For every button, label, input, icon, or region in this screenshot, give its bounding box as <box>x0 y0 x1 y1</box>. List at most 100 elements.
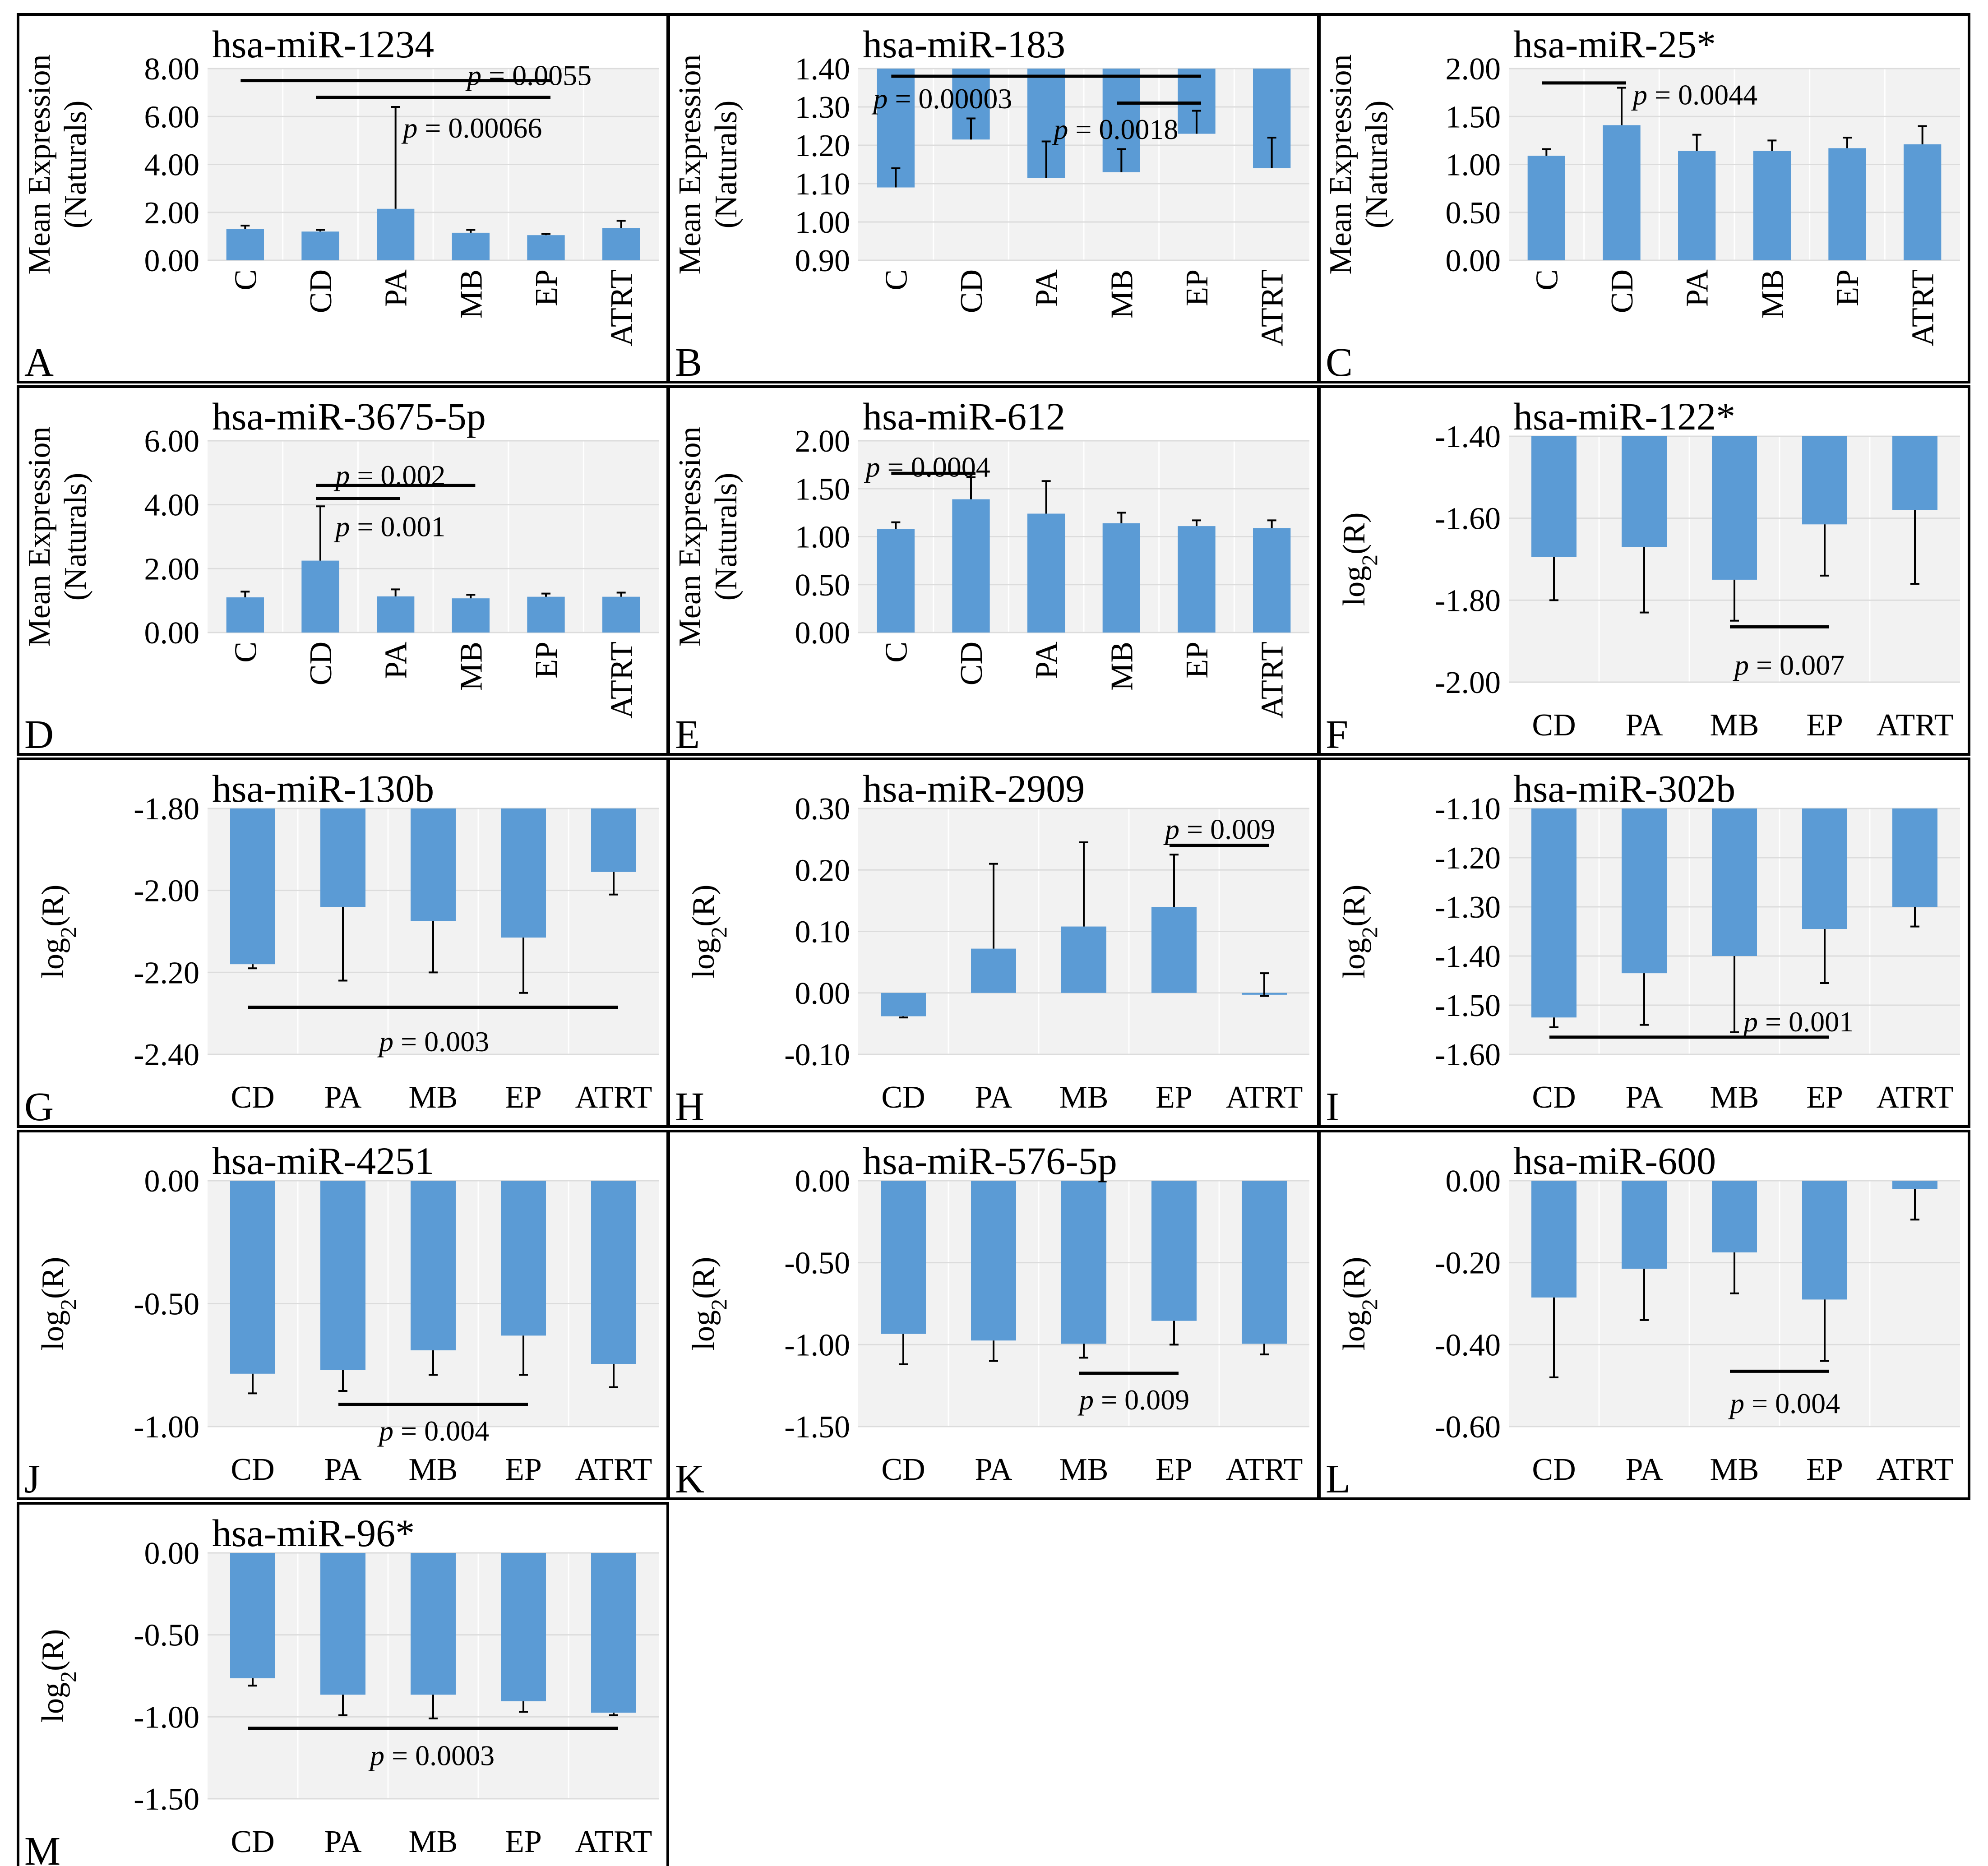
bar-MB <box>411 808 456 921</box>
y-tick-label: -1.60 <box>1435 1038 1501 1072</box>
y-axis-label: Mean Expression <box>22 427 57 647</box>
p-value-label: p = 0.009 <box>1077 1384 1189 1416</box>
x-tick-label: ATRT <box>575 1080 652 1115</box>
chart-title: hsa-miR-96* <box>212 1511 415 1555</box>
y-tick-label: -1.50 <box>134 1782 199 1817</box>
y-tick-label: 6.00 <box>144 100 200 134</box>
bar-C <box>1527 156 1565 260</box>
y-tick-label: 8.00 <box>144 52 200 87</box>
x-tick-label: ATRT <box>1877 1452 1954 1487</box>
chart-title: hsa-miR-25* <box>1513 23 1716 66</box>
bar-CD <box>301 231 339 260</box>
x-tick-label: CD <box>1532 1080 1576 1115</box>
chart-title: hsa-miR-122* <box>1513 395 1735 438</box>
y-tick-label: -0.50 <box>134 1287 199 1322</box>
bar-CD <box>1531 436 1577 557</box>
x-tick-label: EP <box>1806 1452 1843 1487</box>
x-tick-label: PA <box>1030 642 1064 679</box>
x-tick-label: MB <box>409 1080 458 1115</box>
y-tick-label: -0.20 <box>1435 1246 1501 1281</box>
x-tick-label: EP <box>529 269 564 306</box>
x-tick-label: MB <box>1059 1080 1109 1115</box>
chart-title: hsa-miR-3675-5p <box>212 395 486 438</box>
x-tick-label: PA <box>379 269 414 307</box>
bar-ATRT <box>591 1181 636 1364</box>
x-tick-label: C <box>879 642 914 663</box>
panel-A: 0.00 2.00 4.00 6.00 8.00 C CD PA MB EP ATRT hsa-miR… <box>17 13 669 385</box>
y-axis-label: log2(R) <box>686 885 731 979</box>
x-tick-label: MB <box>454 269 489 319</box>
x-tick-label: CD <box>881 1080 925 1115</box>
x-tick-label: CD <box>881 1452 925 1487</box>
bar-ATRT <box>591 1553 636 1713</box>
y-axis-label: log2(R) <box>36 1629 81 1723</box>
x-tick-label: CD <box>231 1080 274 1115</box>
bar-EP <box>1828 148 1866 260</box>
p-value-label: p = 0.001 <box>1742 1006 1854 1038</box>
x-tick-label: ATRT <box>1877 708 1954 743</box>
y-tick-label: 0.00 <box>795 616 851 651</box>
x-tick-label: MB <box>1105 642 1139 691</box>
panel-letter: J <box>24 1457 40 1501</box>
y-tick-label: 1.30 <box>795 90 851 125</box>
bar-ATRT <box>602 596 640 633</box>
y-tick-label: 0.00 <box>1446 244 1501 278</box>
y-tick-label: 0.20 <box>795 853 851 888</box>
panel-letter: M <box>24 1829 60 1866</box>
bar-EP <box>527 596 565 633</box>
panel-letter: C <box>1326 340 1353 385</box>
y-axis-label: log2(R) <box>1337 1257 1382 1351</box>
y-axis-label: Mean Expression <box>1323 55 1358 275</box>
y-axis-label: (Naturals) <box>58 473 93 601</box>
y-tick-label: 1.50 <box>1446 100 1501 134</box>
y-tick-label: -1.20 <box>1435 841 1501 876</box>
y-tick-label: 0.30 <box>795 792 851 827</box>
x-tick-label: MB <box>1755 269 1790 319</box>
y-axis-label: (Naturals) <box>709 101 744 229</box>
bar-ATRT <box>1253 528 1291 633</box>
bar-ATRT <box>1892 1181 1937 1189</box>
panel-letter: I <box>1326 1085 1339 1129</box>
y-tick-label: -1.00 <box>784 1328 850 1363</box>
x-tick-label: EP <box>1156 1452 1193 1487</box>
y-tick-label: 6.00 <box>144 424 200 459</box>
chart-title: hsa-miR-576-5p <box>863 1139 1117 1182</box>
y-tick-label: -0.60 <box>1435 1410 1501 1445</box>
y-tick-label: -1.50 <box>784 1410 850 1445</box>
x-tick-label: PA <box>1680 269 1715 307</box>
y-tick-label: -0.50 <box>784 1246 850 1281</box>
x-tick-label: CD <box>954 642 989 685</box>
x-tick-label: ATRT <box>1906 269 1941 346</box>
x-tick-label: CD <box>231 1824 274 1859</box>
x-tick-label: CD <box>304 269 338 313</box>
x-tick-label: C <box>228 642 263 663</box>
y-tick-label: -1.00 <box>134 1700 199 1735</box>
y-axis-label: (Naturals) <box>58 101 93 229</box>
bar-ATRT <box>602 228 640 260</box>
bar-PA <box>320 808 365 907</box>
panel-letter: A <box>24 340 54 385</box>
y-tick-label: -1.00 <box>134 1410 199 1445</box>
x-tick-label: EP <box>1180 269 1215 306</box>
chart-title: hsa-miR-600 <box>1513 1139 1716 1182</box>
bar-ATRT <box>1904 144 1942 260</box>
bar-ATRT <box>1892 436 1937 510</box>
p-value-label: p = 0.00003 <box>871 83 1012 115</box>
p-value-label: p = 0.0044 <box>1631 79 1757 111</box>
x-tick-label: ATRT <box>575 1824 652 1859</box>
bar-MB <box>411 1553 456 1695</box>
chart-title: hsa-miR-612 <box>863 395 1065 438</box>
panel-letter: B <box>675 340 702 385</box>
y-tick-label: 2.00 <box>144 196 200 231</box>
bar-MB <box>1102 523 1140 633</box>
x-tick-label: CD <box>1532 1452 1576 1487</box>
y-tick-label: 0.00 <box>144 616 200 651</box>
panel-F: -2.00 -1.80 -1.60 -1.40 CD PA MB EP ATRT hsa-miR-… <box>1318 385 1970 757</box>
chart-title: hsa-miR-130b <box>212 767 434 810</box>
chart-title: hsa-miR-1234 <box>212 23 434 66</box>
chart-title: hsa-miR-2909 <box>863 767 1085 810</box>
x-tick-label: ATRT <box>1226 1080 1303 1115</box>
p-value-label: p = 0.007 <box>1733 649 1845 681</box>
x-tick-label: ATRT <box>1255 269 1290 346</box>
y-tick-label: -1.50 <box>1435 988 1501 1023</box>
